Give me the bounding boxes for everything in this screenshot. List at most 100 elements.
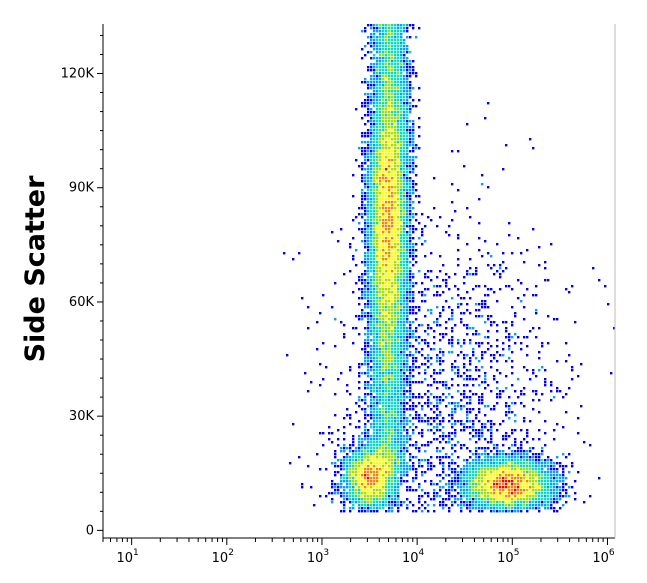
density-dot xyxy=(343,492,346,495)
density-dot xyxy=(406,504,409,507)
density-dot xyxy=(523,492,526,495)
density-dot xyxy=(442,456,445,459)
density-dot xyxy=(385,135,388,138)
density-dot xyxy=(373,54,376,57)
density-dot xyxy=(547,489,550,492)
density-dot xyxy=(370,315,373,318)
density-dot xyxy=(433,411,436,414)
density-dot xyxy=(493,471,496,474)
density-dot xyxy=(376,300,379,303)
density-dot xyxy=(382,420,385,423)
density-dot xyxy=(367,303,370,306)
density-dot xyxy=(484,414,487,417)
density-dot xyxy=(400,342,403,345)
density-dot xyxy=(322,294,325,297)
density-dot xyxy=(424,480,427,483)
density-dot xyxy=(406,144,409,147)
density-dot xyxy=(397,324,400,327)
density-dot xyxy=(358,405,361,408)
density-dot xyxy=(529,507,532,510)
density-dot xyxy=(373,366,376,369)
density-dot xyxy=(394,477,397,480)
density-dot xyxy=(376,84,379,87)
density-dot xyxy=(538,489,541,492)
density-dot xyxy=(514,390,517,393)
density-dot xyxy=(394,309,397,312)
density-dot xyxy=(487,507,490,510)
density-dot xyxy=(400,378,403,381)
density-dot xyxy=(370,216,373,219)
density-dot xyxy=(454,273,457,276)
density-dot xyxy=(385,402,388,405)
density-dot xyxy=(367,333,370,336)
density-dot xyxy=(517,498,520,501)
density-dot xyxy=(421,474,424,477)
density-dot xyxy=(358,375,361,378)
density-dot xyxy=(556,360,559,363)
density-dot xyxy=(379,339,382,342)
density-dot xyxy=(385,510,388,513)
density-dot xyxy=(397,63,400,66)
density-dot xyxy=(397,51,400,54)
density-dot xyxy=(487,288,490,291)
density-dot xyxy=(523,498,526,501)
density-dot xyxy=(532,480,535,483)
density-dot xyxy=(556,468,559,471)
density-dot xyxy=(538,474,541,477)
density-dot xyxy=(358,450,361,453)
density-dot xyxy=(397,429,400,432)
density-dot xyxy=(553,486,556,489)
density-dot xyxy=(412,444,415,447)
density-dot xyxy=(526,492,529,495)
density-dot xyxy=(406,447,409,450)
density-dot xyxy=(421,381,424,384)
density-dot xyxy=(397,135,400,138)
density-dot xyxy=(553,510,556,513)
density-dot xyxy=(394,204,397,207)
density-dot xyxy=(397,315,400,318)
density-dot xyxy=(373,36,376,39)
density-dot xyxy=(385,171,388,174)
density-dot xyxy=(388,87,391,90)
density-dot xyxy=(394,24,397,27)
density-dot xyxy=(370,114,373,117)
density-dot xyxy=(427,342,430,345)
density-dot xyxy=(451,414,454,417)
density-dot xyxy=(463,474,466,477)
density-dot xyxy=(484,381,487,384)
density-dot xyxy=(376,417,379,420)
density-dot xyxy=(385,60,388,63)
density-dot xyxy=(391,66,394,69)
density-dot xyxy=(361,282,364,285)
density-dot xyxy=(481,486,484,489)
density-dot xyxy=(544,474,547,477)
density-dot xyxy=(541,501,544,504)
density-dot xyxy=(568,291,571,294)
density-dot xyxy=(370,468,373,471)
density-dot xyxy=(571,378,574,381)
density-dot xyxy=(406,93,409,96)
density-dot xyxy=(424,363,427,366)
density-dot xyxy=(373,33,376,36)
density-dot xyxy=(355,480,358,483)
density-dot xyxy=(382,270,385,273)
density-dot xyxy=(400,324,403,327)
density-dot xyxy=(517,486,520,489)
density-dot xyxy=(466,309,469,312)
density-dot xyxy=(376,192,379,195)
density-dot xyxy=(391,333,394,336)
density-dot xyxy=(442,438,445,441)
density-dot xyxy=(391,372,394,375)
density-dot xyxy=(379,438,382,441)
density-dot xyxy=(373,378,376,381)
density-dot xyxy=(385,45,388,48)
density-dot xyxy=(415,327,418,330)
density-dot xyxy=(367,339,370,342)
density-dot xyxy=(376,312,379,315)
density-dot xyxy=(400,132,403,135)
density-dot xyxy=(370,291,373,294)
density-dot xyxy=(355,501,358,504)
density-dot xyxy=(490,489,493,492)
density-dot xyxy=(400,213,403,216)
density-dot xyxy=(394,225,397,228)
